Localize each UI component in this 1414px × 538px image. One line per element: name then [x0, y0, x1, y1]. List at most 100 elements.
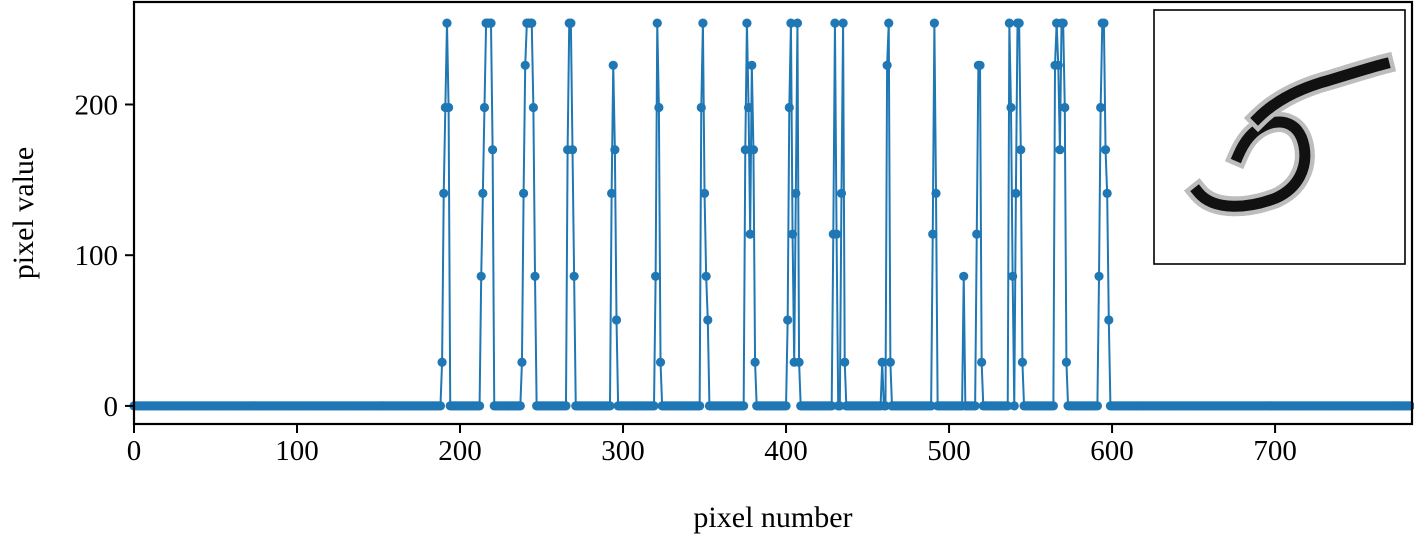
- data-point: [1009, 401, 1019, 411]
- data-point: [1016, 145, 1026, 155]
- x-tick-label: 700: [1253, 435, 1297, 467]
- data-point: [1104, 315, 1114, 325]
- data-point: [518, 188, 529, 199]
- data-point: [1102, 188, 1112, 199]
- data-point: [528, 102, 538, 113]
- data-point: [476, 271, 486, 281]
- data-point: [743, 102, 754, 113]
- data-point: [1100, 145, 1111, 155]
- data-point: [517, 357, 527, 367]
- y-axis: 0 100 200: [75, 89, 134, 423]
- data-point: [750, 357, 760, 367]
- data-point: [610, 145, 620, 155]
- data-point: [781, 401, 791, 411]
- data-point: [885, 357, 895, 367]
- data-point: [703, 315, 713, 325]
- data-point: [1004, 18, 1014, 28]
- data-point: [699, 188, 710, 199]
- data-point: [959, 271, 969, 281]
- plot-frame: [132, 0, 1414, 426]
- data-point: [830, 18, 840, 28]
- data-point: [1096, 102, 1106, 113]
- data-point: [478, 188, 488, 199]
- data-point: [435, 401, 446, 411]
- data-point: [566, 18, 576, 28]
- data-point: [1061, 357, 1072, 367]
- data-point: [1053, 60, 1063, 70]
- data-point: [652, 18, 662, 28]
- data-point: [877, 357, 887, 367]
- data-point: [527, 18, 537, 28]
- y-tick-label: 100: [75, 240, 119, 272]
- data-point: [444, 102, 454, 113]
- data-point: [1092, 401, 1102, 411]
- data-point: [745, 229, 755, 239]
- data-point: [1099, 18, 1109, 28]
- series-0: [129, 18, 1414, 411]
- data-point: [1011, 188, 1021, 199]
- data-point: [882, 60, 892, 70]
- data-point: [929, 18, 939, 28]
- digit-inset: [1153, 9, 1406, 265]
- x-tick-label: 100: [275, 435, 319, 467]
- data-point: [783, 315, 793, 325]
- data-point: [479, 102, 490, 113]
- data-point: [567, 145, 578, 155]
- x-tick-label: 0: [127, 435, 142, 467]
- data-point: [739, 401, 749, 411]
- y-axis-label: pixel value: [7, 147, 40, 279]
- data-point: [931, 188, 941, 199]
- data-point: [569, 271, 579, 281]
- data-point: [835, 401, 845, 411]
- data-point: [975, 60, 985, 70]
- x-axis: 0 100 200 300 400 500 600 700: [127, 424, 1297, 467]
- data-point: [1003, 401, 1013, 411]
- data-point: [611, 315, 622, 325]
- data-point: [1060, 102, 1070, 113]
- data-point: [740, 145, 750, 155]
- x-tick-label: 300: [601, 435, 645, 467]
- y-tick-label: 0: [104, 391, 119, 423]
- y-tick-label: 200: [75, 89, 119, 121]
- x-tick-label: 500: [927, 435, 971, 467]
- digit-stroke: [1250, 57, 1391, 126]
- data-point: [488, 145, 498, 155]
- data-point: [786, 18, 796, 28]
- data-point: [695, 401, 705, 411]
- data-point: [880, 401, 891, 411]
- data-point: [655, 357, 666, 367]
- data-point: [474, 401, 485, 411]
- data-point: [608, 60, 618, 70]
- data-point: [515, 401, 525, 411]
- data-point: [651, 271, 661, 281]
- data-point: [836, 188, 847, 199]
- data-point: [1017, 357, 1028, 367]
- data-point: [530, 271, 540, 281]
- data-point: [748, 145, 759, 155]
- data-point: [486, 18, 496, 28]
- data-point: [1008, 271, 1018, 281]
- data-point: [1094, 271, 1104, 281]
- data-point: [970, 401, 980, 411]
- data-point: [928, 229, 938, 239]
- digit-five-image: [1183, 51, 1397, 217]
- data-point: [926, 401, 936, 411]
- data-point: [831, 229, 842, 239]
- data-point: [784, 102, 794, 113]
- data-point: [791, 188, 801, 199]
- data-point: [1014, 18, 1024, 28]
- data-point: [698, 18, 708, 28]
- data-point: [1058, 18, 1068, 28]
- x-tick-label: 400: [764, 435, 808, 467]
- data-point: [747, 60, 757, 70]
- data-point: [884, 18, 894, 28]
- data-point: [1055, 145, 1065, 155]
- data-point: [972, 229, 982, 239]
- data-point: [1048, 401, 1058, 411]
- x-axis-label: pixel number: [693, 501, 852, 534]
- data-point: [607, 188, 617, 199]
- data-point: [840, 357, 850, 367]
- data-point: [649, 401, 659, 411]
- data-point: [742, 18, 752, 28]
